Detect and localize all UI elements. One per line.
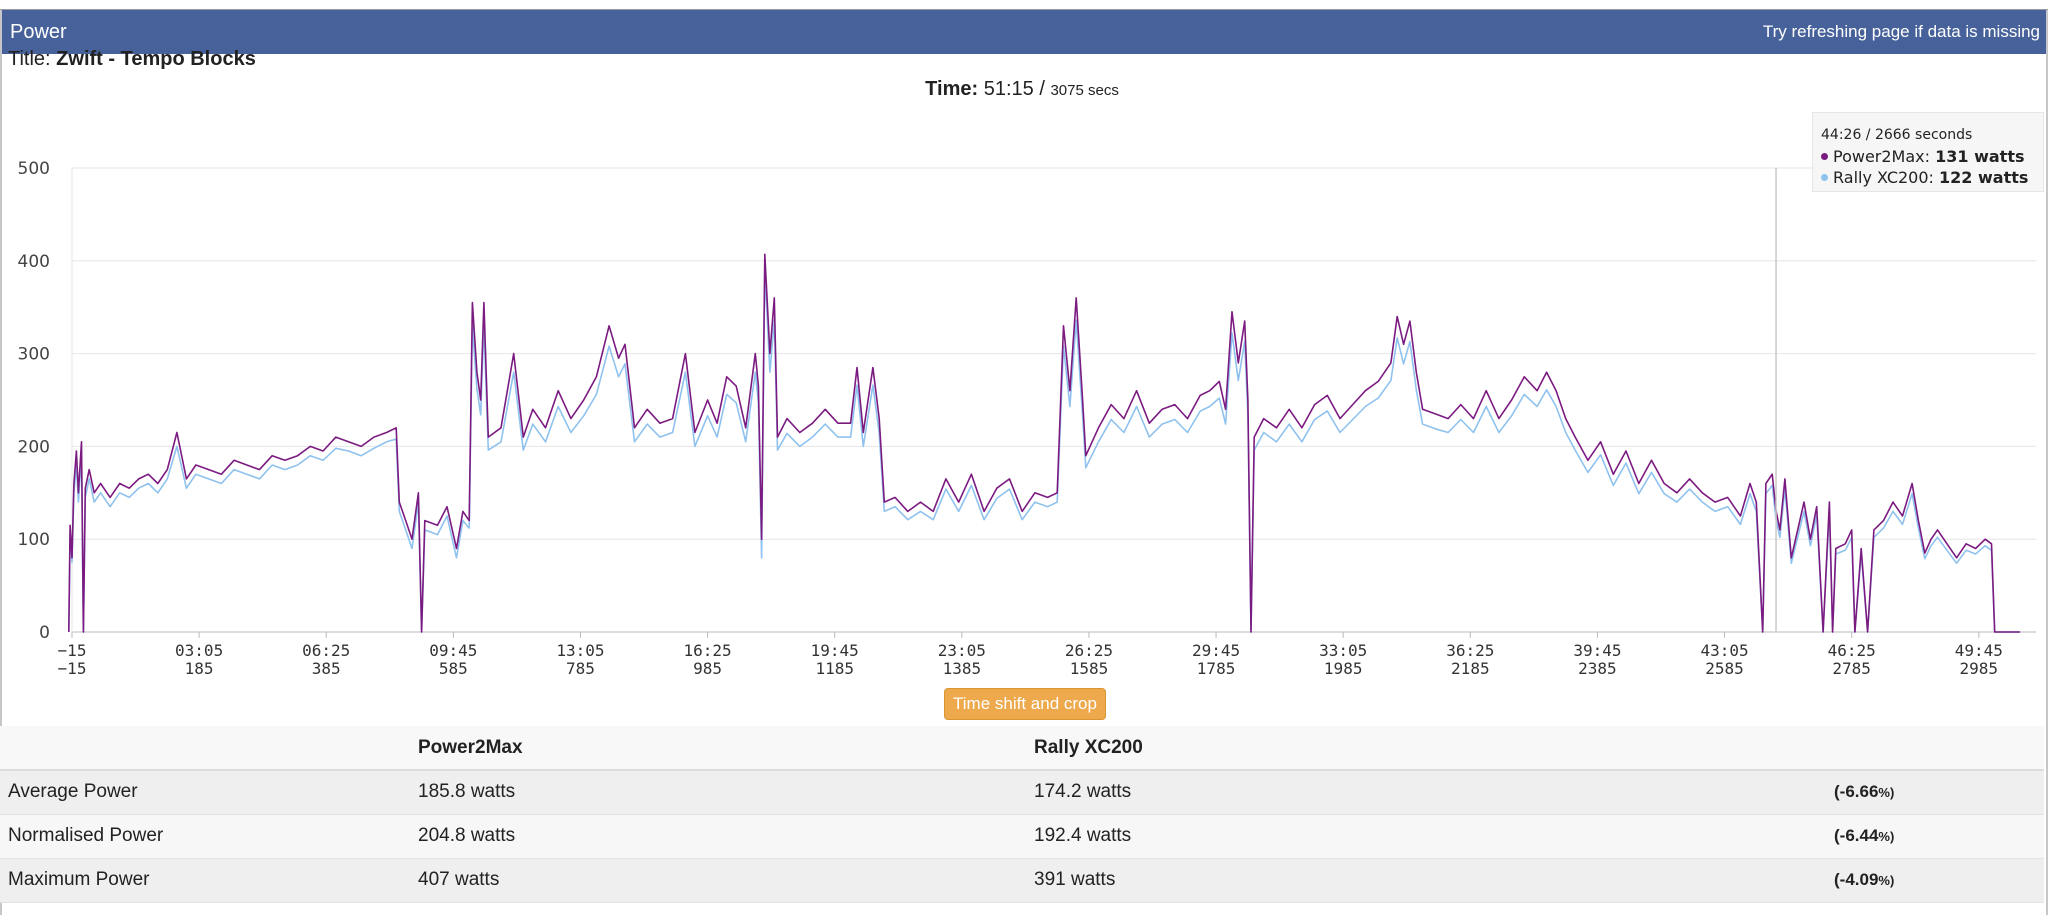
panel-title: Power xyxy=(10,20,67,43)
stats-header-diff xyxy=(1826,726,2044,771)
stats-header-power2max: Power2Max xyxy=(410,726,1026,771)
y-tick-label: 200 xyxy=(18,437,50,457)
time-secs: 3075 secs xyxy=(1050,82,1119,99)
diff-value: (-6.66%) xyxy=(1834,782,1895,802)
chart-tooltip: 44:26 / 2666 seconds Power2Max: 131 watt… xyxy=(1812,112,2044,192)
tooltip-row-rally: Rally XC200: 122 watts xyxy=(1821,167,2037,188)
x-tick-label-secs: 1385 xyxy=(943,659,982,678)
y-tick-label: 400 xyxy=(18,252,50,272)
top-strip xyxy=(0,0,2048,10)
x-tick-label-time: 39:45 xyxy=(1573,641,1621,660)
x-tick-label-time: 03:05 xyxy=(175,641,223,660)
x-tick-label-time: 36:25 xyxy=(1446,641,1494,660)
x-tick-label-time: −15 xyxy=(58,641,87,660)
x-tick-label-time: 16:25 xyxy=(684,641,732,660)
y-tick-label: 100 xyxy=(18,530,50,550)
x-tick-label-secs: 2985 xyxy=(1960,659,1999,678)
stats-header-row: Power2Max Rally XC200 xyxy=(0,726,2044,771)
rally-value: 174.2 watts xyxy=(1034,781,1132,803)
tooltip-series-name: Rally XC200 xyxy=(1833,168,1929,187)
y-tick-label: 500 xyxy=(18,159,50,179)
table-row: Normalised Power 204.8 watts 192.4 watts… xyxy=(0,814,2044,858)
x-tick-label-secs: 1785 xyxy=(1197,659,1236,678)
diff-value: (-4.09%) xyxy=(1834,870,1895,889)
y-tick-label: 0 xyxy=(39,623,50,643)
x-tick-label-time: 26:25 xyxy=(1065,641,1113,660)
time-label: Time: xyxy=(925,78,979,100)
tooltip-series-value: 131 watts xyxy=(1935,147,2025,166)
x-tick-label-secs: 785 xyxy=(566,659,595,678)
time-separator: / xyxy=(1039,78,1045,100)
x-tick-label-time: 33:05 xyxy=(1319,641,1367,660)
x-tick-label-time: 09:45 xyxy=(429,641,477,660)
x-tick-label-time: 06:25 xyxy=(302,641,350,660)
x-tick-label-secs: 585 xyxy=(439,659,468,678)
x-tick-label-secs: 985 xyxy=(693,659,722,678)
x-tick-label-secs: 2385 xyxy=(1578,659,1617,678)
x-tick-label-secs: −15 xyxy=(58,659,87,678)
series-line-rally-xc200 xyxy=(68,268,2021,633)
workout-title-label: Title: xyxy=(8,48,51,70)
metric-label: Normalised Power xyxy=(8,825,164,846)
time-value: 51:15 xyxy=(983,78,1034,100)
panel-header: Power Try refreshing page if data is mis… xyxy=(2,10,2046,54)
x-tick-label-secs: 1185 xyxy=(815,659,854,678)
x-tick-label-time: 43:05 xyxy=(1700,641,1748,660)
x-tick-label-secs: 185 xyxy=(185,659,214,678)
stats-header-rally: Rally XC200 xyxy=(1026,726,1826,771)
x-tick-label-time: 13:05 xyxy=(556,641,604,660)
power-panel: Power Try refreshing page if data is mis… xyxy=(0,10,2048,915)
table-row: Maximum Power 407 watts 391 watts (-4.09… xyxy=(0,858,2044,902)
time-shift-crop-button[interactable]: Time shift and crop xyxy=(944,688,1106,720)
x-tick-label-time: 23:05 xyxy=(938,641,986,660)
table-row: Average Power 185.8 watts 174.2 watts (-… xyxy=(0,770,2044,814)
tooltip-series-value: 122 watts xyxy=(1939,168,2029,187)
workout-title: Zwift - Tempo Blocks xyxy=(56,48,256,70)
diff-value: (-6.44%) xyxy=(1834,826,1895,845)
workout-title-row: Title: Zwift - Tempo Blocks xyxy=(8,48,256,71)
x-tick-label-secs: 385 xyxy=(312,659,341,678)
power2max-value: 204.8 watts xyxy=(418,825,516,846)
x-tick-label-secs: 2585 xyxy=(1705,659,1744,678)
x-tick-label-secs: 1585 xyxy=(1070,659,1109,678)
time-row: Time: 51:15 / 3075 secs xyxy=(0,78,2044,101)
x-tick-label-time: 46:25 xyxy=(1828,641,1876,660)
rally-dot-icon xyxy=(1821,174,1828,181)
tooltip-header: 44:26 / 2666 seconds xyxy=(1821,127,1973,143)
series-line-power2max xyxy=(68,253,2021,633)
stats-header-blank xyxy=(0,726,410,771)
power2max-value: 185.8 watts xyxy=(418,781,516,803)
y-tick-label: 300 xyxy=(18,345,50,365)
x-tick-label-secs: 1985 xyxy=(1324,659,1363,678)
x-tick-label-time: 29:45 xyxy=(1192,641,1240,660)
power2max-dot-icon xyxy=(1821,153,1828,160)
metric-label: Average Power xyxy=(8,781,138,803)
tooltip-series-name: Power2Max xyxy=(1833,147,1925,166)
power2max-value: 407 watts xyxy=(418,869,500,890)
x-tick-label-secs: 2185 xyxy=(1451,659,1490,678)
x-tick-label-secs: 2785 xyxy=(1832,659,1871,678)
metric-label: Maximum Power xyxy=(8,869,150,890)
rally-value: 192.4 watts xyxy=(1034,825,1132,846)
x-tick-label-time: 19:45 xyxy=(811,641,859,660)
refresh-note: Try refreshing page if data is missing xyxy=(1762,22,2040,41)
x-tick-label-time: 49:45 xyxy=(1955,641,2003,660)
stats-table: Power2Max Rally XC200 Average Power 185.… xyxy=(0,726,2044,903)
rally-value: 391 watts xyxy=(1034,869,1116,890)
tooltip-row-power2max: Power2Max: 131 watts xyxy=(1821,146,2037,167)
